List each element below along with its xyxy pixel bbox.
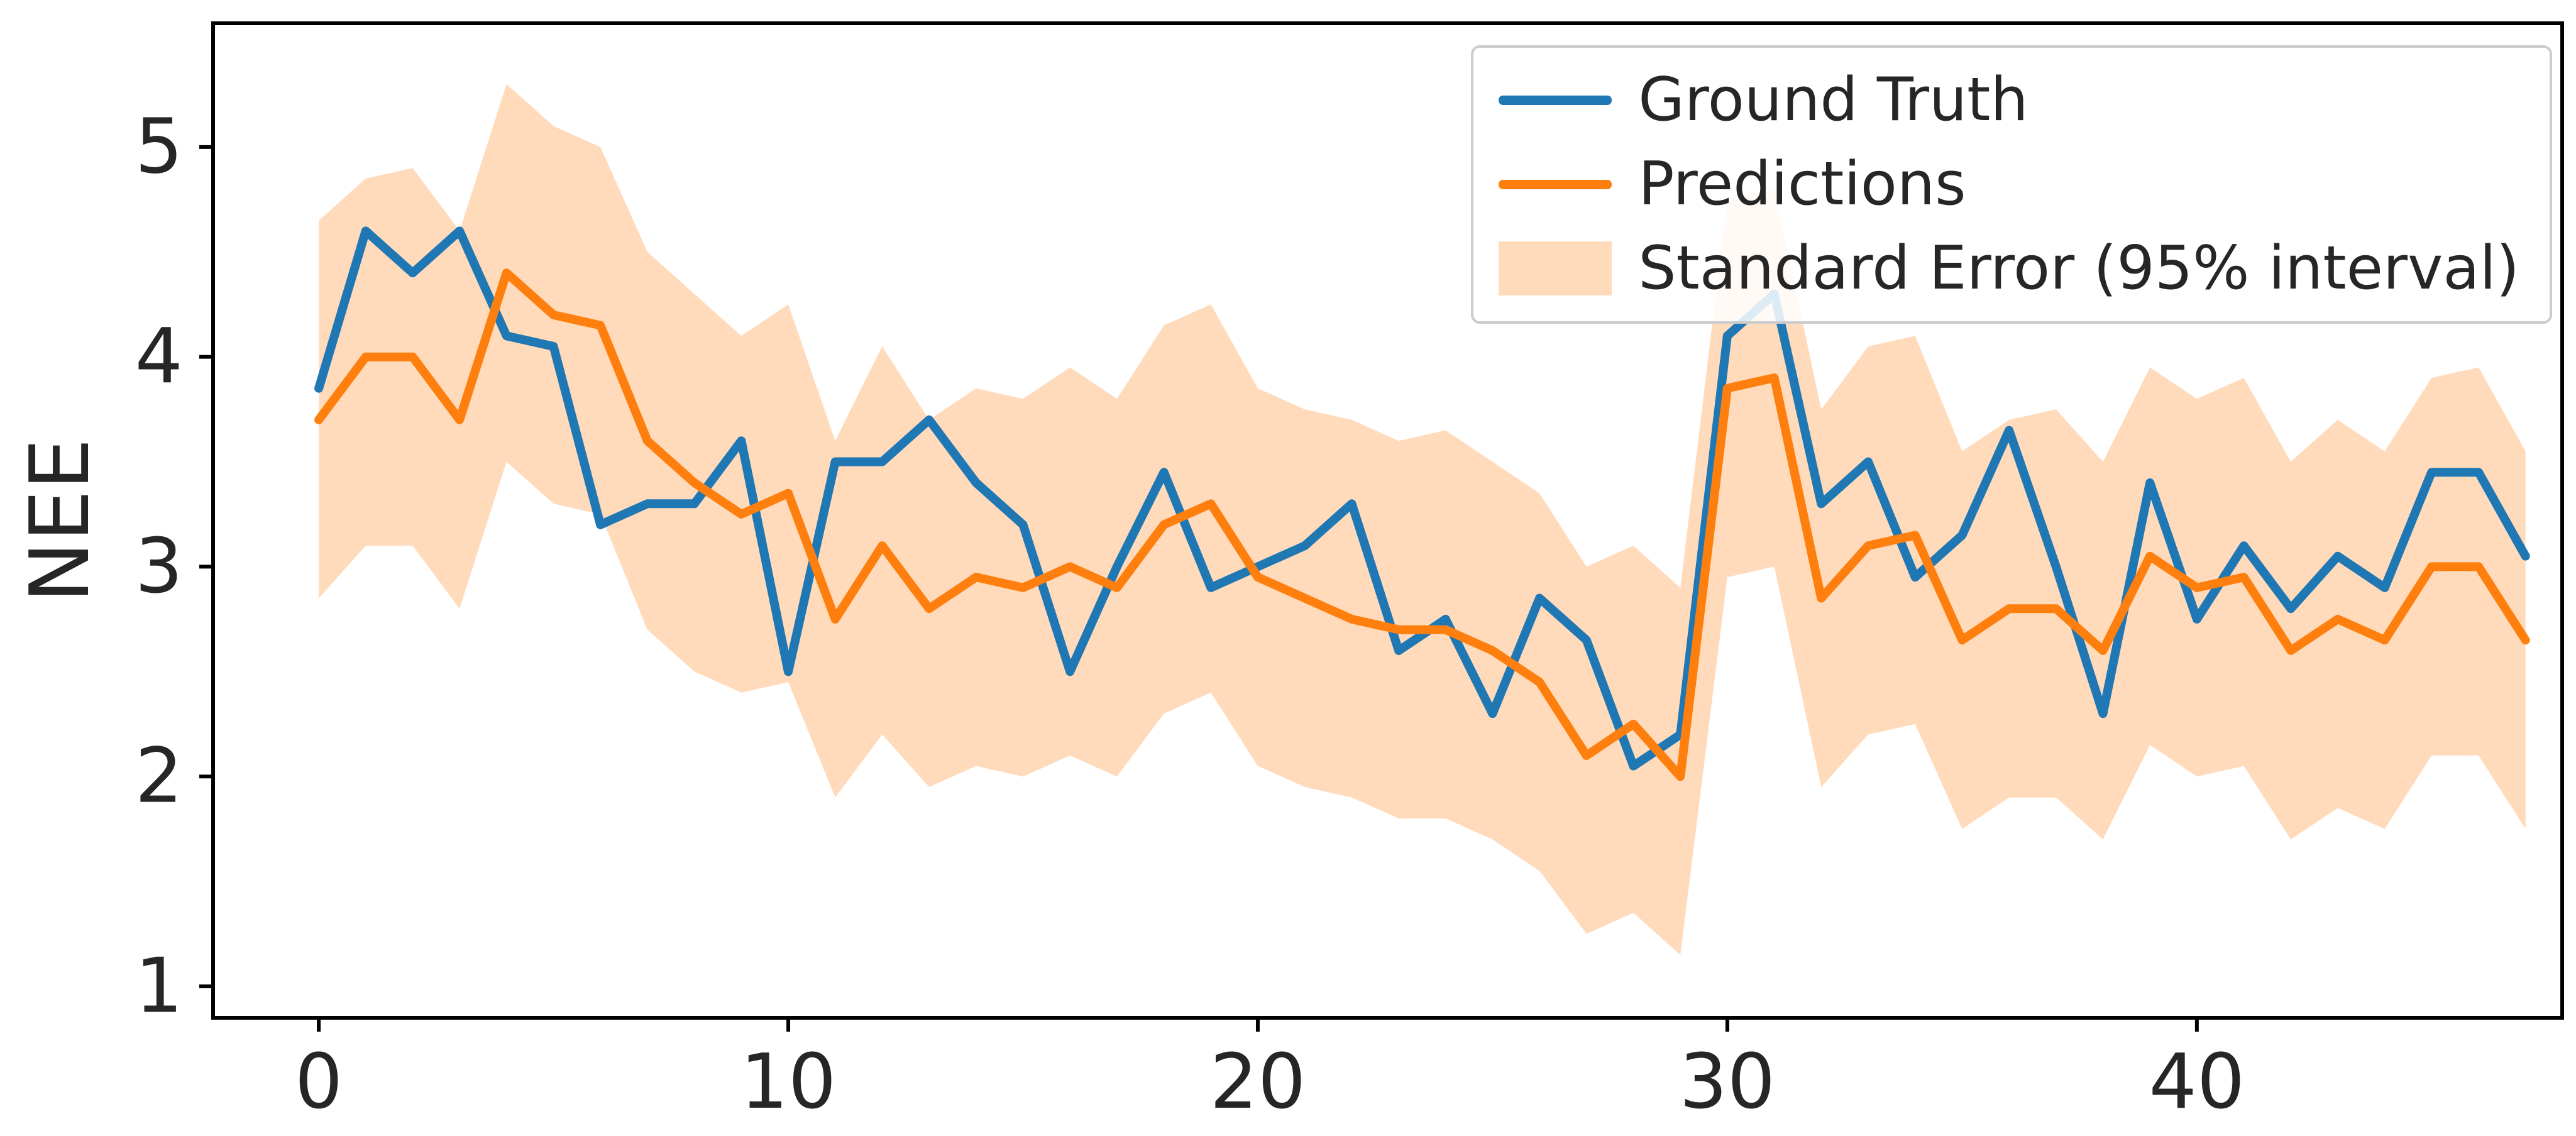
legend-item-predictions: Predictions [1499, 153, 2519, 216]
legend-swatch-standard-error [1499, 241, 1612, 296]
series-line-predictions [314, 268, 2530, 781]
x-tick-label: 0 [295, 1039, 343, 1126]
y-tick-label: 5 [135, 103, 183, 190]
legend-label-predictions: Predictions [1638, 149, 1966, 219]
y-tick-label: 4 [135, 313, 183, 400]
series-line-ground-truth [314, 226, 2530, 771]
y-tick-label: 2 [135, 733, 183, 820]
x-tick-label: 20 [1210, 1039, 1306, 1126]
x-tick-label: 10 [740, 1039, 837, 1126]
x-tick-label: 30 [1680, 1039, 1776, 1126]
legend-swatch-predictions [1499, 180, 1612, 190]
legend-item-ground-truth: Ground Truth [1499, 69, 2519, 132]
y-axis-label: NEE [12, 438, 107, 603]
x-tick-label: 40 [2149, 1039, 2245, 1126]
legend-label-standard-error: Standard Error (95% interval) [1638, 233, 2519, 303]
y-tick-label: 1 [135, 942, 183, 1030]
legend-label-ground-truth: Ground Truth [1638, 65, 2028, 135]
axes-box [211, 21, 2564, 1020]
standard-error-band [319, 84, 2526, 955]
y-tick-label: 3 [135, 523, 183, 610]
legend-item-standard-error: Standard Error (95% interval) [1499, 233, 2519, 303]
legend-swatch-ground-truth [1499, 96, 1612, 106]
legend: Ground Truth Predictions Standard Error … [1471, 45, 2552, 324]
